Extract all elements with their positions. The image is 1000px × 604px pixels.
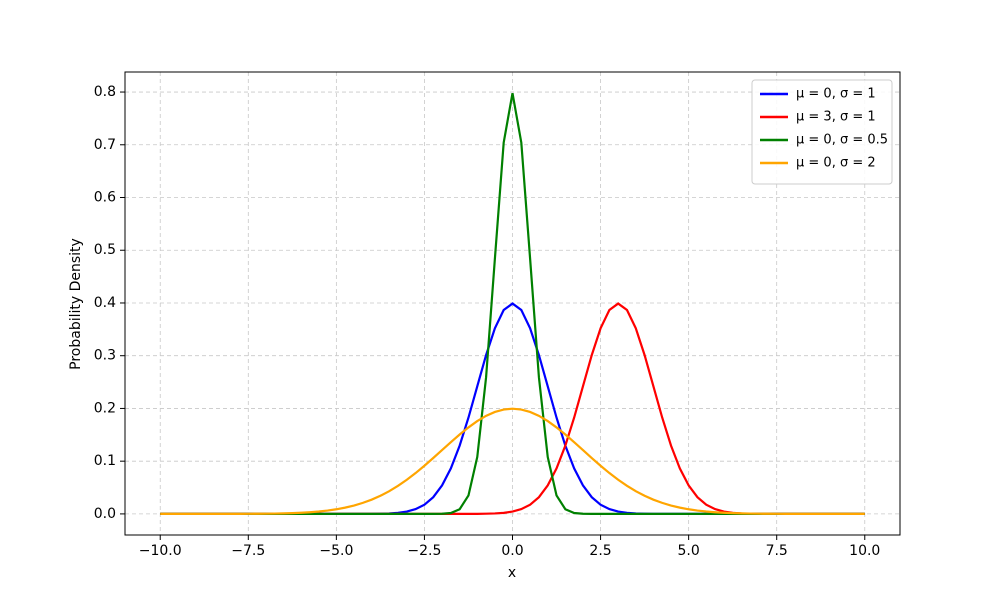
y-tick-label: 0.8 bbox=[94, 84, 116, 100]
x-tick-label: 7.5 bbox=[766, 543, 788, 559]
x-tick-label: −10.0 bbox=[139, 543, 182, 559]
plot-frame bbox=[124, 71, 901, 536]
y-tick-label: 0.1 bbox=[94, 453, 116, 469]
x-tick-label: −7.5 bbox=[231, 543, 265, 559]
x-tick-label: 5.0 bbox=[678, 543, 700, 559]
x-tick-label: 10.0 bbox=[849, 543, 880, 559]
y-tick-label: 0.7 bbox=[94, 137, 116, 153]
line-series bbox=[160, 407, 865, 516]
y-tick-label: 0.3 bbox=[94, 348, 116, 364]
legend-label: μ = 0, σ = 0.5 bbox=[796, 133, 888, 148]
x-tick-label: −5.0 bbox=[319, 543, 353, 559]
y-tick-label: 0.5 bbox=[94, 242, 116, 258]
x-axis-label: x bbox=[508, 565, 516, 581]
y-tick-label: 0.4 bbox=[94, 295, 116, 311]
legend-label: μ = 0, σ = 1 bbox=[796, 87, 876, 102]
legend-box bbox=[751, 79, 893, 185]
x-tick-label: 2.5 bbox=[589, 543, 611, 559]
legend-label: μ = 0, σ = 2 bbox=[796, 156, 876, 171]
y-tick-label: 0.0 bbox=[94, 506, 116, 522]
y-tick-label: 0.2 bbox=[94, 400, 116, 416]
x-tick-label: 0.0 bbox=[501, 543, 523, 559]
y-axis-label: Probability Density bbox=[68, 238, 84, 370]
legend-label: μ = 3, σ = 1 bbox=[796, 110, 876, 125]
y-tick-label: 0.6 bbox=[94, 190, 116, 206]
x-tick-label: −2.5 bbox=[407, 543, 441, 559]
